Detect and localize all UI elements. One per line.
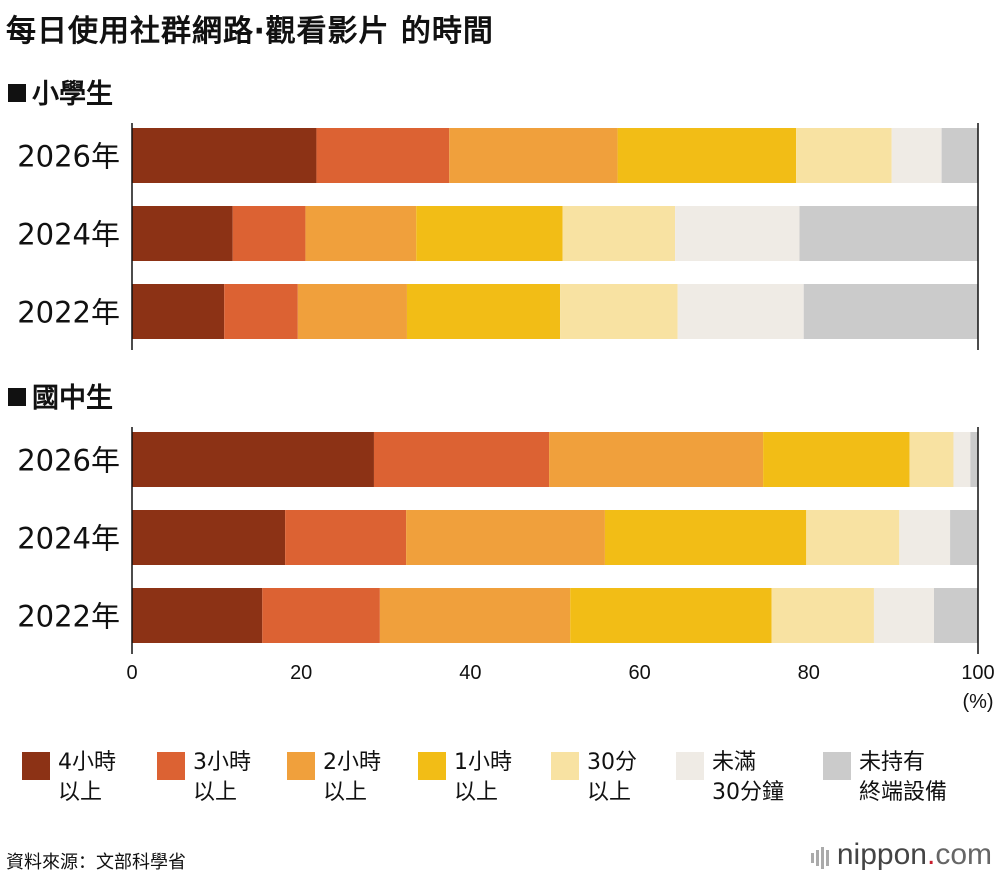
- bar-segment-elem-2026-3: [617, 128, 797, 183]
- bar-segment-jh-2024-4: [806, 510, 900, 565]
- bar-segment-jh-2026-2: [549, 432, 764, 487]
- logo-dot: .: [926, 838, 936, 871]
- legend-label: 1小時以上: [454, 748, 512, 808]
- logo-main: nippon: [836, 838, 927, 871]
- bar-segment-jh-2022-1: [262, 588, 380, 643]
- bar-segment-jh-2024-3: [604, 510, 807, 565]
- bar-segment-jh-2026-3: [763, 432, 910, 487]
- year-label: 2026年: [17, 444, 120, 478]
- x-tick-label: 60: [628, 662, 650, 684]
- bar-segment-jh-2022-4: [771, 588, 874, 643]
- legend-label-line2: 以上: [193, 780, 238, 805]
- legend-label: 3小時以上: [193, 748, 251, 808]
- bar-segment-jh-2024-2: [406, 510, 605, 565]
- legend-label: 30分以上: [587, 748, 637, 808]
- bar-segment-jh-2022-5: [873, 588, 935, 643]
- legend: 4小時 以上 3小時 以上 2小時 以上 1小時 以上 30分 以上 未滿 30分鐘 未持有 終端設備: [22, 748, 992, 818]
- x-tick-label: 0: [126, 662, 137, 684]
- legend-swatch: [157, 752, 185, 780]
- year-label: 2022年: [17, 296, 120, 330]
- x-tick-label: 40: [459, 662, 481, 684]
- group-title-elementary: 小學生: [8, 72, 113, 111]
- bar-segment-elem-2022-2: [297, 284, 407, 339]
- legend-label-line1: 4小時: [58, 750, 116, 775]
- stacked-bar-chart: 2026年 2024年 2022年 2026年 2024年 2022年 0 20 40 60 80 1…: [17, 123, 995, 713]
- source-note: 資料來源：文部科學省: [6, 852, 186, 873]
- year-label: 2022年: [17, 600, 120, 634]
- bar-segment-jh-2024-0: [132, 510, 286, 565]
- bar-segment-elem-2026-4: [796, 128, 892, 183]
- legend-label-line1: 未滿: [712, 750, 757, 775]
- legend-swatch: [287, 752, 315, 780]
- legend-label-line1: 30分: [587, 750, 637, 775]
- square-marker-icon: [8, 84, 26, 102]
- bar-segment-jh-2024-5: [899, 510, 951, 565]
- legend-swatch: [676, 752, 704, 780]
- bar-segment-jh-2022-3: [570, 588, 772, 643]
- chart-title: 每日使用社群網路‧觀看影片 的時間: [6, 14, 494, 49]
- legend-swatch: [551, 752, 579, 780]
- bar-segment-elem-2024-6: [799, 206, 978, 261]
- legend-label-line1: 3小時: [193, 750, 251, 775]
- bar-segment-jh-2026-1: [373, 432, 550, 487]
- nippon-logo: nippon.com: [810, 838, 992, 874]
- bar-segment-elem-2024-3: [416, 206, 563, 261]
- square-marker-icon: [8, 388, 26, 406]
- year-label: 2024年: [17, 522, 120, 556]
- legend-label-line2: 30分鐘: [712, 780, 784, 805]
- legend-label-line1: 1小時: [454, 750, 512, 775]
- bar-segment-elem-2024-4: [562, 206, 676, 261]
- group-title-junior-high: 國中生: [8, 376, 113, 415]
- bar-segment-elem-2022-0: [132, 284, 225, 339]
- logo-tail: com: [935, 838, 992, 871]
- legend-label-line2: 以上: [454, 780, 499, 805]
- bar-segment-elem-2022-5: [677, 284, 804, 339]
- legend-swatch: [418, 752, 446, 780]
- bar-segment-elem-2024-2: [305, 206, 417, 261]
- bar-segment-elem-2022-6: [803, 284, 978, 339]
- bar-segment-elem-2024-1: [232, 206, 306, 261]
- bar-segment-jh-2024-1: [285, 510, 407, 565]
- bar-segment-jh-2026-6: [970, 432, 978, 487]
- logo-bars-icon: [810, 840, 831, 874]
- bar-segment-elem-2024-0: [132, 206, 233, 261]
- legend-label: 4小時以上: [58, 748, 116, 808]
- bar-segment-jh-2022-2: [379, 588, 571, 643]
- legend-label-line2: 終端設備: [859, 780, 948, 805]
- x-tick-label: 100: [961, 662, 994, 684]
- bar-segment-elem-2024-5: [675, 206, 800, 261]
- x-tick-label: 80: [798, 662, 820, 684]
- bar-segment-elem-2022-3: [406, 284, 561, 339]
- year-label: 2026年: [17, 140, 120, 174]
- bar-segment-jh-2026-4: [909, 432, 954, 487]
- legend-label: 未滿 30分鐘: [712, 748, 784, 808]
- bar-segment-elem-2026-5: [891, 128, 942, 183]
- bar-segment-elem-2026-0: [132, 128, 317, 183]
- x-tick-label: 20: [290, 662, 312, 684]
- group-title-text: 國中生: [32, 383, 113, 414]
- bar-segment-elem-2026-6: [941, 128, 978, 183]
- legend-label: 未持有 終端設備: [859, 748, 947, 808]
- bar-segment-elem-2022-4: [560, 284, 678, 339]
- bar-segment-jh-2024-6: [950, 510, 978, 565]
- x-unit-label: (%): [962, 691, 993, 713]
- legend-label-line2: 以上: [58, 780, 103, 805]
- bar-segment-jh-2026-0: [132, 432, 374, 487]
- bar-segment-elem-2026-1: [316, 128, 450, 183]
- bar-segment-jh-2026-5: [953, 432, 971, 487]
- legend-label: 2小時以上: [323, 748, 381, 808]
- bar-segment-jh-2022-0: [132, 588, 263, 643]
- legend-label-line1: 未持有: [859, 750, 926, 775]
- bar-segment-elem-2026-2: [449, 128, 618, 183]
- legend-label-line2: 以上: [587, 780, 632, 805]
- year-label: 2024年: [17, 218, 120, 252]
- group-title-text: 小學生: [32, 79, 113, 110]
- legend-label-line1: 2小時: [323, 750, 381, 775]
- bar-segment-elem-2022-1: [224, 284, 298, 339]
- bar-segment-jh-2022-6: [934, 588, 978, 643]
- legend-label-line2: 以上: [323, 780, 368, 805]
- legend-swatch: [823, 752, 851, 780]
- legend-swatch: [22, 752, 50, 780]
